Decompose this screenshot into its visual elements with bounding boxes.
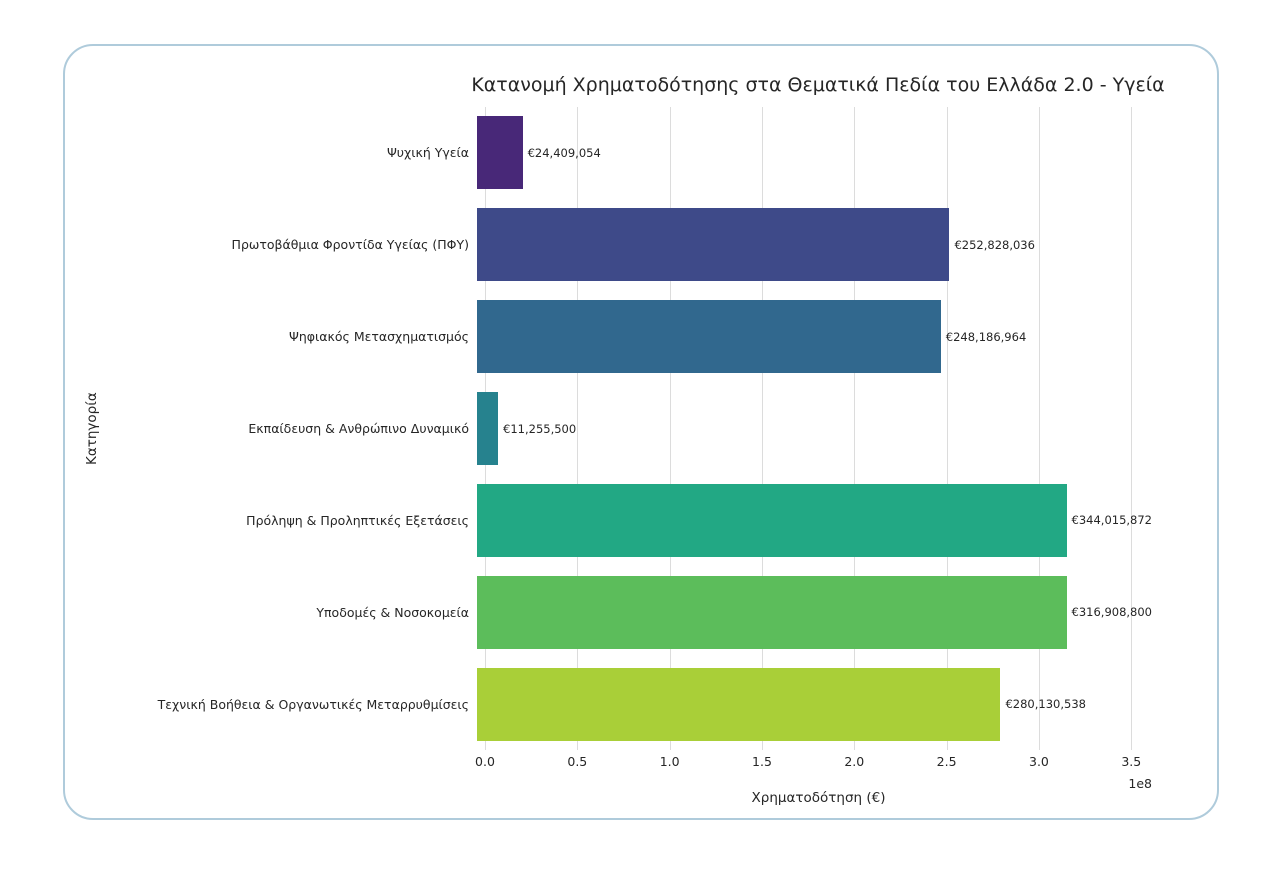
bar-value-label: €24,409,054 bbox=[527, 145, 601, 160]
x-tick-label: 2.0 bbox=[844, 754, 865, 769]
bar bbox=[477, 116, 523, 190]
chart-title: Κατανομή Χρηματοδότησης στα Θεματικά Πεδ… bbox=[471, 74, 1165, 96]
bar-value-label: €316,908,800 bbox=[1071, 605, 1152, 620]
gridline bbox=[1038, 107, 1040, 750]
x-tick-label: 3.0 bbox=[1029, 754, 1049, 769]
bar-row: Υποδομές & Νοσοκομεία €316,908,800 bbox=[65, 566, 1152, 658]
bar-track: €248,186,964 bbox=[477, 291, 1152, 383]
gridline bbox=[669, 107, 671, 750]
bar-track: €344,015,872 bbox=[477, 474, 1152, 566]
chart-card: Κατανομή Χρηματοδότησης στα Θεματικά Πεδ… bbox=[63, 44, 1219, 820]
gridline bbox=[761, 107, 763, 750]
gridline bbox=[1131, 107, 1133, 750]
bar-row: Τεχνική Βοήθεια & Οργανωτικές Μεταρρυθμί… bbox=[65, 658, 1152, 750]
x-tick-label: 1.5 bbox=[752, 754, 772, 769]
category-label: Ψυχική Υγεία bbox=[386, 145, 469, 161]
bar-value-label: €252,828,036 bbox=[954, 237, 1035, 252]
bar bbox=[477, 575, 1067, 649]
bar-value-label: €248,186,964 bbox=[945, 329, 1027, 344]
bar bbox=[477, 300, 941, 374]
x-tick-label: 0.0 bbox=[475, 754, 495, 769]
bar bbox=[477, 392, 499, 465]
category-label: Τεχνική Βοήθεια & Οργανωτικές Μεταρρυθμί… bbox=[157, 696, 469, 712]
bar-track: €24,409,054 bbox=[477, 107, 1152, 199]
bar-value-label: €280,130,538 bbox=[1005, 697, 1086, 712]
bar-plot-area: Ψυχική Υγεία €24,409,054 Πρωτοβάθμια Φροντ… bbox=[65, 107, 1152, 750]
x-axis-label: Χρηματοδότηση (€) bbox=[751, 790, 886, 806]
bar bbox=[477, 208, 950, 282]
x-tick-label: 2.5 bbox=[936, 754, 957, 769]
bar bbox=[477, 483, 1067, 557]
category-label: Πρωτοβάθμια Φροντίδα Υγείας (ΠΦΥ) bbox=[231, 237, 469, 253]
x-axis-offset-label: 1e8 bbox=[1128, 776, 1152, 791]
bar-row: Πρωτοβάθμια Φροντίδα Υγείας (ΠΦΥ) €252,82… bbox=[65, 199, 1152, 291]
x-tick-label: 0.5 bbox=[567, 754, 588, 769]
category-label: Ψηφιακός Μετασχηματισμός bbox=[289, 329, 469, 345]
gridline bbox=[577, 107, 579, 750]
x-tick-label: 1.0 bbox=[659, 754, 680, 769]
bar-row: Ψυχική Υγεία €24,409,054 bbox=[65, 107, 1152, 199]
bar-row: Ψηφιακός Μετασχηματισμός €248,186,964 bbox=[65, 291, 1152, 383]
category-label: Πρόληψη & Προληπτικές Εξετάσεις bbox=[246, 512, 469, 528]
bar-row: Πρόληψη & Προληπτικές Εξετάσεις €344,015,… bbox=[65, 474, 1152, 566]
bar-row: Εκπαίδευση & Ανθρώπινο Δυναμικό €11,255,5… bbox=[65, 383, 1152, 475]
bar-track: €252,828,036 bbox=[477, 199, 1152, 291]
bar-track: €11,255,500 bbox=[477, 383, 1152, 475]
bar-value-label: €344,015,872 bbox=[1071, 513, 1152, 528]
bar-track: €316,908,800 bbox=[477, 566, 1152, 658]
bar bbox=[477, 667, 1001, 741]
category-label: Υποδομές & Νοσοκομεία bbox=[316, 604, 469, 620]
bar-value-label: €11,255,500 bbox=[503, 421, 577, 436]
bar-track: €280,130,538 bbox=[477, 658, 1152, 750]
x-tick-label: 3.5 bbox=[1121, 754, 1142, 769]
x-axis-ticks: 0.0 0.5 1.0 1.5 2.0 2.5 3.0 3.5 bbox=[475, 754, 1152, 770]
category-label: Εκπαίδευση & Ανθρώπινο Δυναμικό bbox=[248, 421, 469, 436]
gridline bbox=[854, 107, 856, 750]
gridline bbox=[946, 107, 948, 750]
